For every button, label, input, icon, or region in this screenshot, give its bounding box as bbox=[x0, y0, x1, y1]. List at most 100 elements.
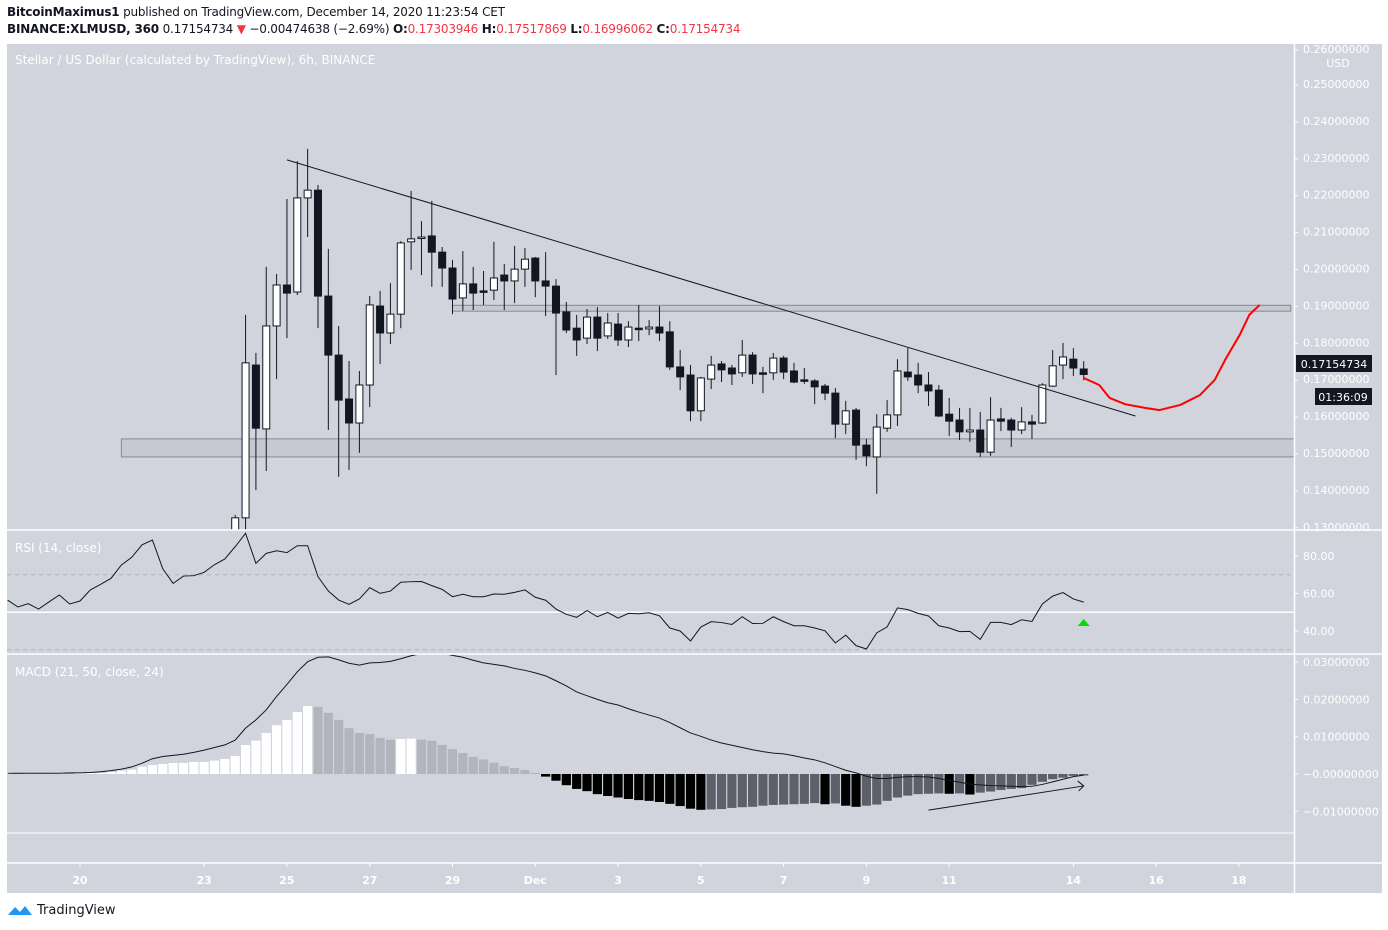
candle bbox=[313, 184, 322, 329]
candle bbox=[758, 366, 767, 394]
candle-body bbox=[696, 377, 705, 412]
rsi-axis-label: 60.00 bbox=[1303, 588, 1335, 601]
candle-body bbox=[231, 517, 240, 530]
candle-body bbox=[469, 283, 478, 294]
candle bbox=[789, 362, 798, 384]
candle-body bbox=[500, 274, 509, 282]
candle-body bbox=[572, 327, 581, 341]
macd-histogram-bar bbox=[685, 774, 696, 809]
candle-body bbox=[313, 189, 322, 297]
candle bbox=[272, 273, 281, 380]
macd-histogram-bar bbox=[810, 774, 820, 804]
candle-body bbox=[769, 357, 778, 374]
macd-histogram-bar bbox=[654, 774, 665, 802]
candle-body bbox=[748, 354, 757, 375]
candle-body bbox=[634, 327, 643, 331]
candle bbox=[603, 313, 612, 339]
macd-histogram-bar bbox=[903, 774, 913, 796]
macd-histogram-bar bbox=[85, 772, 95, 774]
macd-histogram-bar bbox=[923, 774, 934, 794]
macd-histogram-bar bbox=[644, 774, 654, 801]
footer-brand[interactable]: TradingView bbox=[7, 902, 116, 918]
candle bbox=[324, 248, 333, 431]
macd-histogram-bar bbox=[447, 749, 458, 774]
macd-histogram-bar bbox=[530, 772, 540, 774]
macd-histogram-bar bbox=[1017, 774, 1027, 789]
publication-info: BitcoinMaximus1 published on TradingView… bbox=[7, 5, 505, 19]
macd-histogram-bar bbox=[975, 774, 985, 793]
candle-body bbox=[324, 295, 333, 356]
author-name[interactable]: BitcoinMaximus1 bbox=[7, 5, 120, 19]
macd-axis-label: 0.03000000 bbox=[1303, 656, 1369, 669]
high-label: H: bbox=[481, 22, 497, 36]
candle-body bbox=[262, 325, 271, 430]
price-axis-label: 0.21000000 bbox=[1303, 226, 1369, 239]
candle bbox=[986, 397, 995, 456]
macd-histogram-bar bbox=[168, 762, 178, 774]
price-axis-label: 0.19000000 bbox=[1303, 299, 1369, 312]
candle bbox=[489, 241, 498, 301]
candle-body bbox=[303, 189, 312, 199]
arrow-head-icon bbox=[1077, 780, 1085, 792]
candle-body bbox=[1059, 356, 1068, 366]
macd-histogram-bar bbox=[209, 760, 220, 774]
candle-body bbox=[510, 268, 519, 282]
macd-histogram-bar bbox=[396, 738, 406, 774]
candle bbox=[810, 379, 819, 405]
candle-body bbox=[707, 364, 716, 380]
time-axis-label: 27 bbox=[362, 874, 377, 887]
candle bbox=[438, 246, 447, 287]
candle bbox=[738, 339, 747, 377]
open-value: 0.17303946 bbox=[407, 22, 479, 36]
time-axis-label: 16 bbox=[1148, 874, 1164, 887]
macd-histogram-bar bbox=[634, 774, 644, 801]
candle bbox=[665, 321, 674, 370]
candle bbox=[510, 245, 519, 304]
close-label: C: bbox=[656, 22, 670, 36]
candle bbox=[655, 306, 664, 342]
candle-body bbox=[810, 380, 819, 388]
candle bbox=[1007, 417, 1016, 447]
macd-histogram-bar bbox=[127, 769, 137, 774]
macd-histogram-bar bbox=[96, 772, 106, 774]
macd-histogram-bar bbox=[851, 774, 861, 807]
candle bbox=[893, 359, 902, 426]
down-triangle-icon: ▼ bbox=[236, 22, 246, 36]
candle bbox=[1017, 407, 1026, 435]
macd-histogram-bar bbox=[996, 774, 1006, 791]
candle-body bbox=[541, 280, 550, 287]
candle-body bbox=[955, 419, 964, 433]
macd-histogram-bar bbox=[737, 774, 747, 808]
macd-histogram-bar bbox=[1027, 774, 1037, 785]
rsi-pane bbox=[7, 532, 1294, 651]
candle bbox=[831, 387, 840, 439]
candle bbox=[262, 266, 271, 471]
macd-histogram-bar bbox=[872, 774, 882, 805]
candle-body bbox=[645, 326, 654, 330]
macd-histogram-bar bbox=[65, 772, 75, 774]
candle-body bbox=[251, 364, 260, 429]
time-axis-label: 20 bbox=[72, 874, 88, 887]
candle-body bbox=[883, 414, 892, 429]
macd-histogram-bar bbox=[985, 774, 996, 792]
low-label: L: bbox=[570, 22, 583, 36]
macd-histogram-bar bbox=[572, 774, 582, 789]
price-axis-label: 0.15000000 bbox=[1303, 447, 1369, 460]
macd-histogram-bar bbox=[913, 774, 923, 795]
macd-histogram-bar bbox=[1037, 774, 1047, 782]
candle-body bbox=[1038, 384, 1047, 424]
candle-body bbox=[583, 316, 592, 339]
candle bbox=[821, 383, 830, 401]
price-axis-label: 0.18000000 bbox=[1303, 336, 1369, 349]
candle-body bbox=[427, 235, 436, 253]
macd-histogram-bar bbox=[230, 755, 240, 774]
price-axis-label: 0.23000000 bbox=[1303, 152, 1369, 165]
macd-axis-label: 0.01000000 bbox=[1303, 731, 1369, 744]
zones-layer bbox=[120, 304, 1294, 458]
candle-body bbox=[489, 277, 498, 291]
candle bbox=[914, 362, 923, 394]
candle bbox=[976, 411, 985, 457]
candle-body bbox=[717, 363, 726, 371]
candle bbox=[241, 314, 250, 530]
